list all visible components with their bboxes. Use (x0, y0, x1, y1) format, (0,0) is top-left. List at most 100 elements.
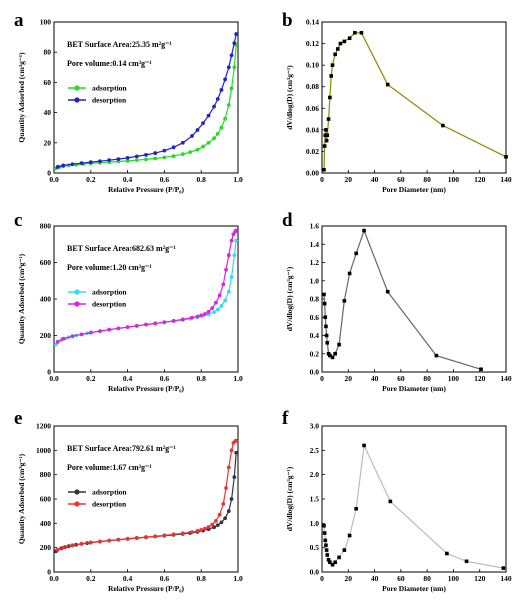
panel-letter: e (14, 408, 22, 429)
x-tick-label: 120 (474, 175, 486, 184)
series-line (323, 443, 504, 569)
data-point (125, 536, 130, 541)
data-point (61, 163, 66, 168)
pore-volume: Pore volume:1.20 cm³g⁻¹ (67, 263, 152, 272)
x-tick-label: 100 (448, 374, 460, 383)
y-axis-label: dV/dlog(D) (cm³g⁻¹) (285, 466, 294, 531)
data-point (359, 30, 364, 35)
legend-label: desorption (92, 96, 127, 105)
data-point (79, 541, 84, 546)
x-tick-label: 60 (397, 574, 405, 583)
data-point (234, 32, 239, 36)
data-point (219, 304, 224, 308)
x-tick-label: 1.0 (233, 374, 243, 383)
pore-volume: Pore volume:1.67 cm³g⁻¹ (67, 463, 152, 472)
data-point (338, 41, 343, 46)
y-axis-label: Quantity Adsorbed (cm³g⁻¹) (17, 52, 26, 143)
data-point (180, 317, 185, 322)
x-tick-label: 80 (423, 374, 431, 383)
y-axis-label: dV/dlog(D) (cm³g⁻¹) (285, 266, 294, 331)
data-point (98, 329, 102, 334)
y-tick-label: 0.5 (310, 543, 320, 552)
y-tick-label: 0.10 (306, 61, 319, 70)
y-tick-label: 0 (47, 169, 51, 178)
data-point (342, 548, 347, 552)
data-point (195, 314, 200, 319)
panel-letter: c (14, 210, 22, 231)
data-point (226, 465, 231, 470)
y-tick-label: 0.02 (306, 147, 319, 156)
data-point (134, 154, 139, 159)
y-tick-label: 400 (40, 295, 52, 304)
x-tick-label: 0.0 (49, 574, 59, 583)
x-tick-label: 120 (474, 374, 486, 383)
y-tick-label: 800 (40, 470, 52, 479)
x-tick-label: 40 (371, 175, 379, 184)
data-point (322, 531, 327, 535)
x-tick-label: 60 (397, 374, 405, 383)
data-point (70, 543, 75, 548)
data-point (215, 307, 220, 312)
data-point (162, 148, 167, 153)
y-tick-label: 1.0 (310, 276, 320, 285)
x-axis-label: Pore Diameter (nm) (382, 584, 446, 593)
data-point (388, 499, 393, 504)
data-point (337, 555, 341, 560)
x-tick-label: 0.8 (197, 175, 207, 184)
plot-frame (321, 21, 507, 174)
data-point (226, 289, 231, 294)
data-point (434, 353, 439, 358)
data-point (144, 157, 148, 162)
x-tick-label: 1.0 (233, 574, 243, 583)
legend-label: adsorption (92, 488, 127, 497)
data-point (229, 275, 234, 279)
x-tick-label: 100 (448, 574, 460, 583)
data-point (347, 533, 352, 538)
data-point (195, 128, 200, 132)
x-tick-label: 0.8 (197, 374, 207, 383)
y-tick-label: 1200 (36, 422, 51, 431)
y-tick-label: 1.6 (310, 222, 320, 231)
data-point (171, 154, 176, 158)
x-axis-label: Relative Pressure (P/P₀) (108, 185, 185, 194)
data-point (504, 155, 508, 159)
data-point (217, 293, 222, 298)
series-line (323, 228, 482, 370)
data-point (195, 147, 200, 152)
y-tick-label: 0.04 (306, 125, 319, 134)
data-point (79, 332, 84, 337)
legend-marker (74, 489, 80, 495)
data-point (354, 251, 358, 256)
data-point (342, 39, 347, 44)
data-point (219, 125, 224, 130)
y-tick-label: 20 (44, 138, 52, 147)
data-point (180, 152, 185, 157)
y-tick-label: 0 (47, 368, 51, 377)
plot-frame (321, 425, 507, 573)
panel-letter: a (14, 10, 24, 31)
data-point (201, 144, 205, 149)
data-point (107, 538, 112, 543)
data-point (479, 367, 483, 372)
series-pore-distribution (322, 228, 483, 372)
data-point (217, 512, 222, 517)
data-point (214, 300, 218, 305)
data-point (232, 41, 237, 46)
y-tick-label: 0.6 (310, 313, 320, 322)
data-point (195, 528, 200, 533)
data-point (325, 133, 330, 138)
data-point (326, 351, 331, 356)
x-tick-label: 0.4 (123, 574, 133, 583)
data-point (144, 535, 148, 539)
data-point (322, 167, 326, 172)
x-tick-label: 20 (345, 374, 353, 383)
data-point (125, 156, 130, 160)
panel-b: b 0 20 40 60 80 100 120 140 0.00 0.02 0.04 0.06 0.08 0… (282, 10, 512, 194)
data-point (206, 113, 211, 118)
legend-marker (74, 289, 80, 295)
data-point (116, 326, 121, 331)
x-tick-label: 40 (371, 574, 379, 583)
y-tick-label: 0.4 (310, 331, 320, 340)
y-tick-label: 0.2 (310, 349, 320, 358)
